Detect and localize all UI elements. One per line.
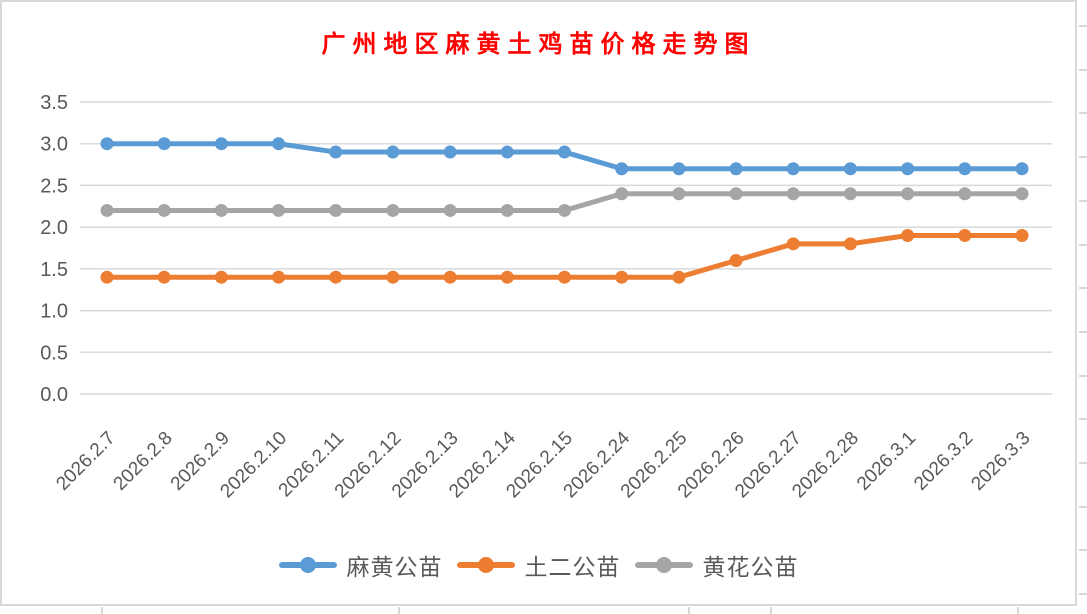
data-point-series-0	[786, 162, 800, 176]
worksheet-gridline	[398, 607, 400, 614]
data-point-series-2	[157, 203, 171, 217]
data-point-series-0	[558, 145, 571, 159]
chart-legend: 麻黄公苗 土二公苗 黄花公苗	[2, 548, 1075, 582]
x-axis-label: 2026.2.8	[110, 428, 177, 495]
y-axis-label: 0.5	[40, 342, 68, 364]
x-axis-label: 2026.2.7	[52, 428, 119, 495]
data-point-series-0	[100, 137, 114, 151]
worksheet-bottom-edge	[0, 606, 1077, 614]
data-point-series-1	[100, 270, 114, 284]
data-point-series-1	[500, 270, 514, 284]
data-point-series-1	[329, 270, 343, 284]
data-point-series-1	[786, 237, 800, 251]
y-axis-label: 2.5	[40, 175, 68, 197]
data-point-series-0	[329, 145, 343, 159]
data-point-series-1	[615, 270, 629, 284]
data-point-series-0	[1015, 162, 1029, 176]
data-point-series-2	[214, 203, 228, 217]
data-point-series-2	[901, 187, 915, 201]
x-axis-label: 2026.3.2	[910, 428, 977, 495]
data-point-series-1	[272, 270, 286, 284]
y-axis-label: 2.0	[40, 217, 68, 239]
y-axis-label: 1.5	[40, 259, 68, 281]
worksheet-gridline	[1079, 287, 1087, 289]
legend-label: 麻黄公苗	[346, 555, 443, 581]
legend-item-series-2: 黄花公苗	[634, 548, 799, 582]
chart-object[interactable]: 广州地区麻黄土鸡苗价格走势图 0.0 0.5 1.0 1.5 2.0 2.5 3.0 3.5 2…	[0, 0, 1077, 606]
data-point-series-1	[443, 270, 457, 284]
legend-item-series-0: 麻黄公苗	[278, 548, 443, 582]
data-point-series-2	[786, 187, 800, 201]
x-axis-label: 2026.3.1	[853, 428, 920, 495]
worksheet-gridline	[1079, 506, 1087, 508]
worksheet-gridline	[1079, 462, 1087, 464]
y-axis-label: 1.0	[40, 301, 68, 323]
worksheet-gridline	[1079, 331, 1087, 333]
legend-label: 土二公苗	[524, 555, 621, 581]
worksheet-gridline	[688, 607, 690, 614]
worksheet-right-edge	[1077, 0, 1087, 614]
data-point-series-2	[386, 203, 400, 217]
data-point-series-1	[558, 270, 571, 284]
data-point-series-0	[843, 162, 857, 176]
legend-line-marker-icon	[456, 554, 515, 576]
data-point-series-1	[901, 228, 915, 242]
data-point-series-2	[272, 203, 286, 217]
data-point-series-2	[100, 203, 114, 217]
legend-item-series-1: 土二公苗	[456, 548, 621, 582]
data-point-series-2	[729, 187, 743, 201]
data-point-series-1	[1015, 228, 1029, 242]
plot-area: 0.0 0.5 1.0 1.5 2.0 2.5 3.0 3.5 2026.2.72026.2.8…	[40, 92, 1052, 502]
data-point-series-2	[329, 203, 343, 217]
data-point-series-2	[672, 187, 686, 201]
data-point-series-2	[958, 187, 972, 201]
chart-title: 广州地区麻黄土鸡苗价格走势图	[321, 29, 756, 58]
data-point-series-2	[443, 203, 457, 217]
data-point-series-1	[214, 270, 228, 284]
y-axis-label: 3.0	[40, 134, 68, 156]
worksheet-gridline	[1079, 156, 1087, 158]
data-point-series-1	[157, 270, 171, 284]
worksheet-gridline	[1079, 69, 1087, 71]
data-point-series-0	[272, 137, 286, 151]
worksheet-gridline	[1079, 200, 1087, 202]
worksheet-gridline	[1079, 25, 1087, 27]
data-point-series-1	[958, 228, 972, 242]
x-axis-label: 2026.3.3	[967, 428, 1034, 495]
data-point-series-0	[500, 145, 514, 159]
worksheet-gridline	[770, 607, 772, 614]
worksheet-gridline	[1079, 112, 1087, 114]
data-point-series-2	[843, 187, 857, 201]
worksheet-gridline	[1079, 375, 1087, 377]
y-axis-label: 0.0	[40, 384, 68, 406]
data-point-series-0	[901, 162, 915, 176]
data-point-series-0	[615, 162, 629, 176]
data-point-series-1	[729, 254, 743, 268]
legend-line-marker-icon	[278, 554, 337, 576]
legend-label: 黄花公苗	[702, 555, 799, 581]
worksheet-gridline	[1079, 418, 1087, 420]
y-axis-label: 3.5	[40, 92, 68, 114]
data-point-series-0	[443, 145, 457, 159]
data-point-series-0	[672, 162, 686, 176]
worksheet-gridline	[1017, 607, 1019, 614]
data-point-series-2	[558, 203, 571, 217]
worksheet-gridline	[1079, 549, 1087, 551]
worksheet-gridline	[1079, 593, 1087, 595]
data-point-series-0	[157, 137, 171, 151]
data-point-series-1	[843, 237, 857, 251]
data-point-series-2	[615, 187, 629, 201]
legend-line-marker-icon	[634, 554, 693, 576]
data-point-series-2	[500, 203, 514, 217]
data-point-series-1	[672, 270, 686, 284]
data-point-series-0	[958, 162, 972, 176]
data-point-series-0	[729, 162, 743, 176]
data-point-series-1	[386, 270, 400, 284]
data-point-series-0	[386, 145, 400, 159]
worksheet-gridline	[101, 607, 103, 614]
worksheet-gridline	[1079, 244, 1087, 246]
data-point-series-2	[1015, 187, 1029, 201]
data-point-series-0	[214, 137, 228, 151]
